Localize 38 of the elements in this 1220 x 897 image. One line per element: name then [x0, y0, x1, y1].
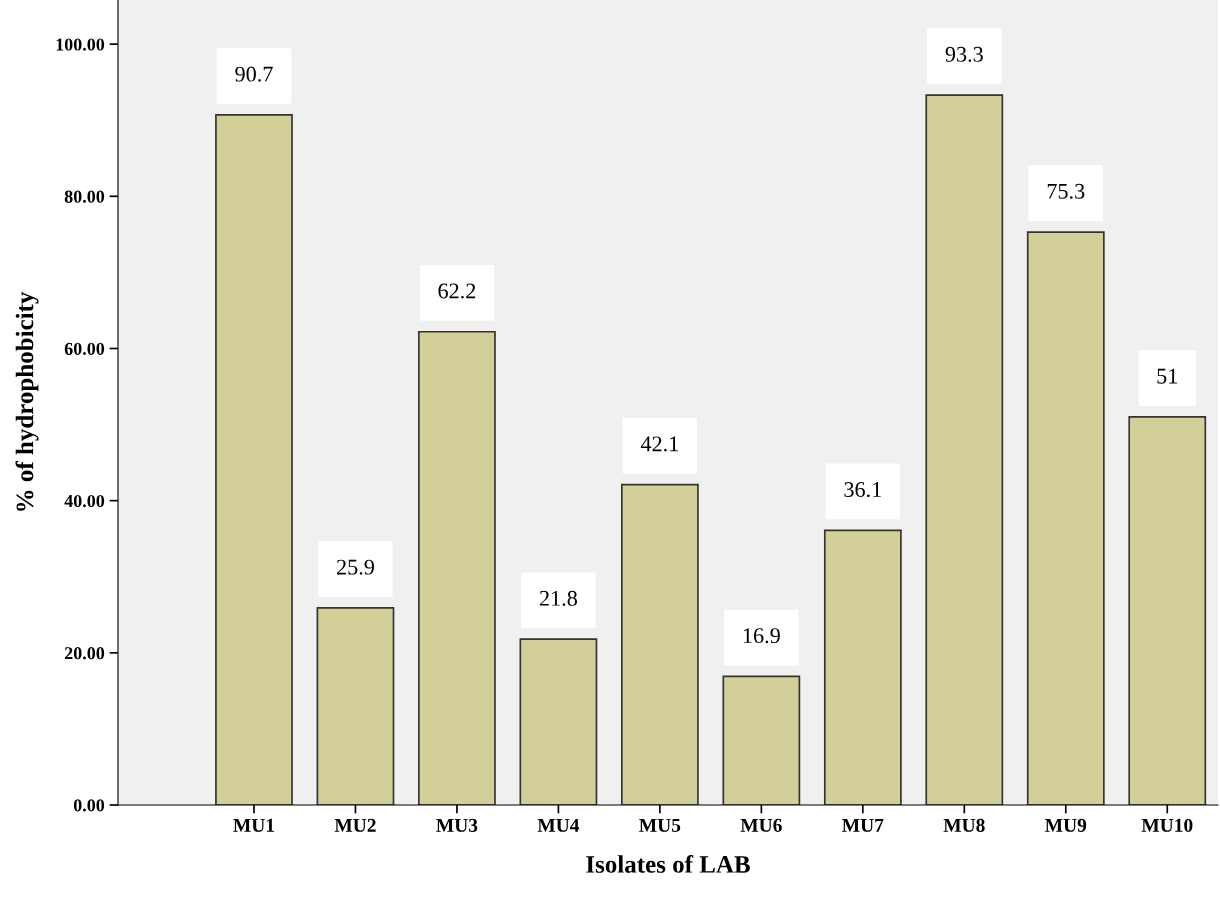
data-label: 93.3: [945, 46, 983, 62]
x-tick-label: MU8: [943, 818, 985, 832]
y-axis-title: % of hydrophobicity: [15, 291, 39, 511]
data-label: 36.1: [844, 482, 881, 498]
x-tick-label: MU10: [1141, 818, 1193, 832]
y-tick-label: 0.00: [73, 799, 105, 812]
bar: [1026, 231, 1105, 805]
y-tick-label: 60.00: [64, 342, 105, 355]
x-tick-label: MU1: [233, 818, 275, 832]
bar: [418, 330, 496, 805]
x-tick-label: MU3: [436, 818, 478, 832]
data-label: 75.3: [1047, 183, 1085, 199]
data-label: 42.1: [640, 436, 678, 452]
x-tick-label: MU5: [639, 818, 681, 832]
data-label: 90.7: [235, 66, 273, 82]
data-label: 16.9: [743, 628, 780, 644]
x-tick-label: MU7: [842, 818, 884, 832]
x-tick-label: MU6: [740, 818, 782, 832]
bar: [1128, 416, 1207, 805]
y-tick-label: 40.00: [64, 494, 105, 508]
x-tick-label: MU2: [334, 818, 376, 832]
bar: [519, 638, 598, 805]
x-tick-label: MU9: [1045, 818, 1087, 832]
bar: [823, 529, 902, 805]
bar: [316, 607, 395, 805]
x-tick-label: MU4: [537, 818, 580, 832]
y-tick-label: 100.00: [56, 38, 105, 51]
data-label: 25.9: [336, 559, 374, 575]
data-label: 51: [1157, 368, 1178, 384]
bar: [722, 675, 801, 805]
y-tick-label: 80.00: [64, 190, 105, 203]
data-label: 62.2: [438, 283, 476, 299]
bar: [925, 94, 1004, 805]
data-label: 21.8: [539, 590, 577, 606]
y-tick-label: 20.00: [64, 647, 105, 660]
bar: [215, 114, 293, 805]
bar: [620, 483, 699, 805]
x-axis-title: Isolates of LAB: [586, 855, 750, 873]
